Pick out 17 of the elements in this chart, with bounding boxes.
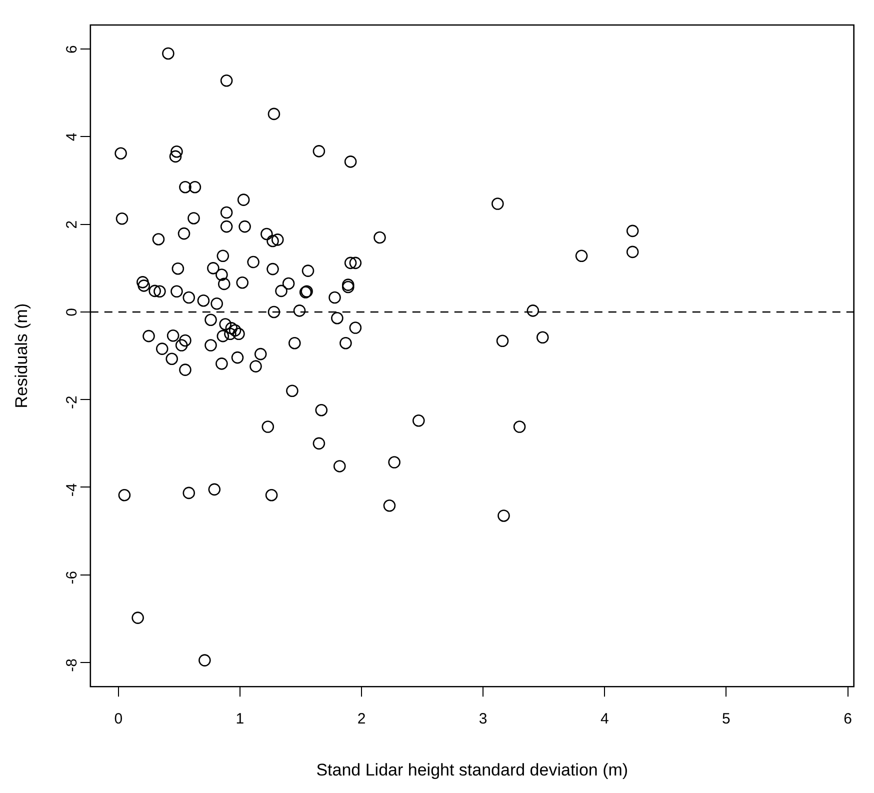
y-tick-label: -8	[64, 658, 81, 672]
x-tick-label: 0	[114, 710, 123, 728]
y-tick-label: 6	[64, 45, 81, 54]
y-tick-label: 4	[64, 132, 81, 142]
x-tick-label: 3	[478, 710, 488, 728]
x-tick-label: 1	[236, 710, 244, 728]
x-tick-label: 4	[600, 710, 609, 728]
y-tick-label: -6	[64, 570, 81, 584]
y-axis-title: Residuals (m)	[12, 303, 31, 408]
y-tick-label: 0	[64, 308, 81, 316]
y-tick-label: -2	[64, 396, 81, 409]
x-tick-label: 5	[722, 710, 730, 728]
x-tick-label: 2	[357, 710, 366, 728]
x-axis-title: Stand Lidar height standard deviation (m)	[316, 760, 628, 780]
x-tick-label: 6	[844, 710, 852, 728]
y-tick-label: 2	[64, 220, 81, 229]
y-tick-label: -4	[64, 483, 81, 497]
